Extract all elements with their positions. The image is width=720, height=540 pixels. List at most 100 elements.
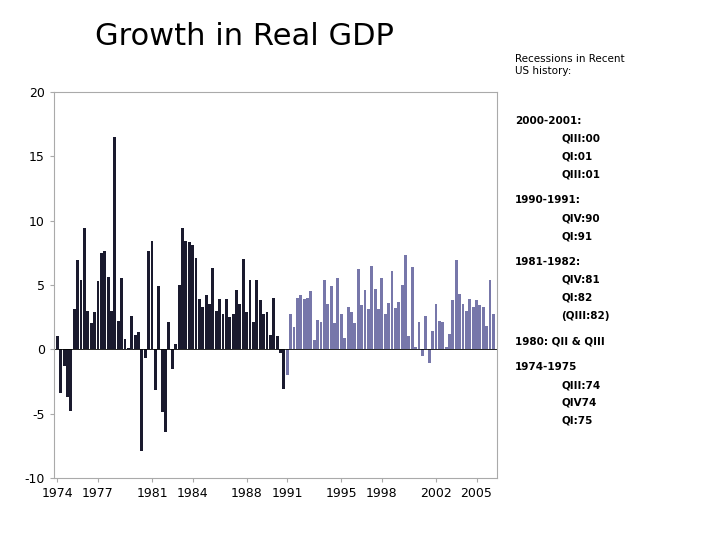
Bar: [340, 314, 343, 349]
Bar: [282, 349, 285, 389]
Bar: [252, 322, 255, 349]
Bar: [218, 299, 221, 349]
Text: QIII:00: QIII:00: [562, 134, 600, 144]
Bar: [158, 286, 161, 349]
Bar: [276, 336, 279, 349]
Bar: [431, 331, 434, 349]
Bar: [66, 349, 69, 397]
Bar: [418, 322, 420, 349]
Bar: [198, 299, 201, 349]
Bar: [472, 307, 474, 349]
Text: QIV74: QIV74: [562, 398, 597, 408]
Text: Recessions in Recent
US history:: Recessions in Recent US history:: [515, 54, 624, 76]
Bar: [76, 260, 79, 349]
Bar: [246, 312, 248, 349]
Text: 1981-1982:: 1981-1982:: [515, 257, 581, 267]
Bar: [384, 314, 387, 349]
Bar: [235, 290, 238, 349]
Bar: [320, 322, 323, 349]
Bar: [411, 267, 414, 349]
Bar: [83, 228, 86, 349]
Bar: [370, 266, 373, 349]
Bar: [489, 280, 492, 349]
Bar: [468, 299, 471, 349]
Bar: [59, 349, 62, 393]
Bar: [86, 310, 89, 349]
Bar: [204, 295, 207, 349]
Bar: [171, 349, 174, 368]
Bar: [435, 304, 437, 349]
Bar: [256, 280, 258, 349]
Bar: [130, 316, 133, 349]
Bar: [408, 336, 410, 349]
Bar: [428, 349, 431, 363]
Bar: [110, 310, 113, 349]
Bar: [63, 349, 66, 366]
Bar: [360, 306, 363, 349]
Text: QI:75: QI:75: [562, 416, 593, 426]
Bar: [100, 253, 103, 349]
Bar: [228, 317, 231, 349]
Bar: [292, 327, 295, 349]
Bar: [248, 280, 251, 349]
Bar: [367, 309, 370, 349]
Bar: [387, 303, 390, 349]
Bar: [96, 281, 99, 349]
Bar: [222, 314, 225, 349]
Bar: [73, 309, 76, 349]
Bar: [69, 349, 72, 411]
Bar: [374, 289, 377, 349]
Bar: [445, 347, 448, 349]
Bar: [232, 314, 235, 349]
Bar: [127, 348, 130, 349]
Bar: [137, 333, 140, 349]
Bar: [117, 321, 120, 349]
Bar: [465, 310, 468, 349]
Text: 2000-2001:: 2000-2001:: [515, 116, 581, 126]
Bar: [289, 314, 292, 349]
Bar: [279, 349, 282, 353]
Bar: [262, 314, 265, 349]
Bar: [458, 294, 461, 349]
Bar: [93, 312, 96, 349]
Bar: [168, 322, 171, 349]
Bar: [394, 308, 397, 349]
Bar: [485, 326, 488, 349]
Bar: [326, 304, 329, 349]
Bar: [178, 285, 181, 349]
Bar: [310, 291, 312, 349]
Bar: [269, 335, 271, 349]
Bar: [451, 300, 454, 349]
Bar: [448, 334, 451, 349]
Bar: [455, 260, 458, 349]
Bar: [161, 349, 163, 412]
Bar: [462, 304, 464, 349]
Bar: [184, 241, 187, 349]
Bar: [208, 304, 211, 349]
Bar: [202, 307, 204, 349]
Bar: [80, 280, 83, 349]
Bar: [286, 349, 289, 375]
Bar: [150, 241, 153, 349]
Bar: [401, 285, 404, 349]
Bar: [144, 349, 147, 358]
Text: QI:82: QI:82: [562, 293, 593, 303]
Bar: [147, 252, 150, 349]
Text: Growth in Real GDP: Growth in Real GDP: [95, 22, 395, 51]
Bar: [300, 295, 302, 349]
Text: 1974-1975: 1974-1975: [515, 362, 577, 373]
Bar: [266, 312, 269, 349]
Bar: [482, 307, 485, 349]
Bar: [215, 310, 217, 349]
Bar: [56, 336, 59, 349]
Bar: [404, 255, 407, 349]
Bar: [212, 268, 215, 349]
Text: QIII:01: QIII:01: [562, 170, 600, 180]
Bar: [114, 137, 116, 349]
Bar: [181, 228, 184, 349]
Bar: [380, 279, 383, 349]
Bar: [103, 252, 106, 349]
Bar: [140, 349, 143, 451]
Bar: [330, 286, 333, 349]
Bar: [354, 323, 356, 349]
